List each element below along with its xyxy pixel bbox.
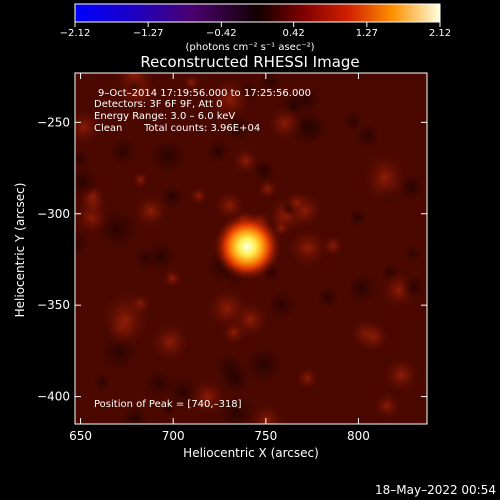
- colorbar-tick-label: 0.42: [283, 28, 305, 39]
- x-tick-label: 800: [347, 429, 370, 443]
- annotation-time-range: 9–Oct–2014 17:19:56.000 to 17:25:56.000: [98, 88, 311, 99]
- x-tick-label: 700: [162, 429, 185, 443]
- plot-frame: [74, 72, 428, 425]
- y-tick-label: −400: [37, 390, 70, 404]
- timestamp: 18–May–2022 00:54: [375, 483, 496, 497]
- y-tick-label: −300: [37, 207, 70, 221]
- colorbar-tick-label: 1.27: [356, 28, 378, 39]
- y-tick-label: −250: [37, 115, 70, 129]
- y-tick-label: −350: [37, 298, 70, 312]
- annotation-peak-position: Position of Peak = [740,–318]: [94, 399, 242, 410]
- x-tick-label: 750: [254, 429, 277, 443]
- annotation-total-counts: Total counts: 3.96E+04: [143, 123, 260, 134]
- y-axis-ticks: −250 −300 −350 −400: [37, 115, 427, 404]
- colorbar-tick-label: −0.42: [206, 28, 237, 39]
- x-axis-label: Heliocentric X (arcsec): [183, 446, 319, 460]
- peak-source: [213, 212, 282, 281]
- colorbar-tick-label: 2.12: [429, 28, 451, 39]
- annotation-energy-range: Energy Range: 3.0 – 6.0 keV: [94, 111, 235, 122]
- x-axis-ticks: 650 700 750 800: [69, 73, 370, 443]
- annotation-detectors: Detectors: 3F 6F 9F, Att 0: [94, 99, 222, 110]
- colorbar-ticks: −2.12 −1.27 −0.42 0.42 1.27 2.12: [60, 22, 451, 39]
- heatmap-image: [75, 73, 427, 424]
- colorbar: [74, 3, 441, 23]
- x-tick-label: 650: [69, 429, 92, 443]
- annotation-method: Clean: [94, 123, 122, 134]
- colorbar-unit-label: (photons cm⁻² s⁻¹ asec⁻²): [185, 42, 314, 53]
- chart-title: Reconstructed RHESSI Image: [140, 53, 359, 71]
- y-axis-label: Heliocentric Y (arcsec): [13, 183, 27, 318]
- colorbar-tick-label: −2.12: [60, 28, 91, 39]
- colorbar-tick-label: −1.27: [133, 28, 164, 39]
